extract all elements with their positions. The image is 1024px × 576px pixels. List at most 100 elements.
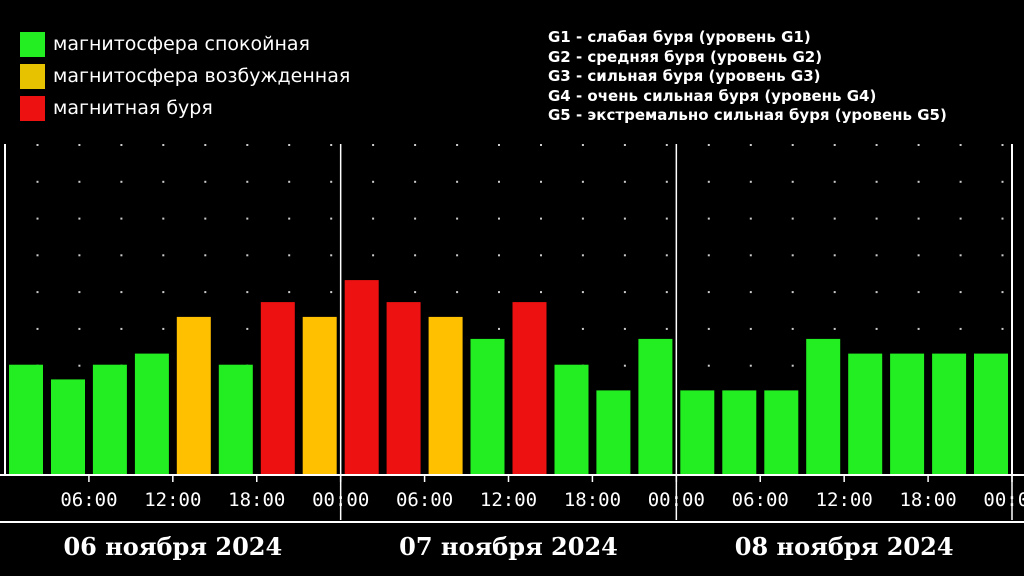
grid-dot (78, 364, 81, 367)
tick-label: 18:00 (564, 489, 621, 511)
grid-dot (204, 144, 207, 146)
grid-dot (288, 254, 291, 257)
date-label: 08 ноября 2024 (735, 532, 954, 561)
grid-dot (162, 291, 165, 294)
grid-dot (791, 291, 794, 294)
bar-red (386, 302, 421, 475)
grid-dot (791, 364, 794, 367)
grid-dot (540, 144, 542, 146)
legend-label-quiet: магнитосфера спокойная (53, 33, 310, 55)
grid-dot (833, 254, 836, 257)
grid-dot (581, 180, 584, 183)
grid-dot (120, 254, 123, 257)
grid-dot (959, 180, 962, 183)
grid-dot (1001, 254, 1004, 257)
grid-dot (749, 144, 752, 146)
legend-swatch-yellow (20, 63, 45, 89)
tick-label: 12:00 (144, 489, 201, 511)
grid-dot (917, 254, 920, 257)
grid-dot (120, 291, 123, 294)
tick-label: 18:00 (899, 489, 956, 511)
grid-dot (162, 254, 165, 257)
grid-dot (749, 180, 752, 183)
grid-dot (204, 180, 207, 183)
legend-label-excited: магнитосфера возбужденная (53, 65, 351, 87)
grid-dot (246, 217, 249, 220)
grid-dot (78, 254, 81, 257)
grid-dot (917, 291, 920, 294)
tick-label: 06:00 (732, 489, 789, 511)
grid-dot (581, 327, 584, 330)
grid-dot (833, 291, 836, 294)
grid-dot (665, 291, 668, 294)
legend-label-storm: магнитная буря (53, 97, 213, 119)
grid-dot (78, 327, 81, 330)
bar-green (722, 390, 757, 475)
grid-dot (959, 144, 962, 146)
date-label: 07 ноября 2024 (399, 532, 618, 561)
grid-dot (288, 180, 291, 183)
grid-dot (456, 254, 459, 257)
grid-dot (917, 144, 920, 146)
bar-red (344, 280, 379, 475)
grid-dot (330, 144, 333, 146)
grid-dot (372, 144, 375, 146)
grid-dot (623, 180, 626, 183)
grid-dot (707, 217, 710, 220)
bar-red (260, 302, 295, 475)
bar-green (806, 338, 841, 475)
grid-dot (78, 291, 81, 294)
grid-dot (414, 217, 417, 220)
grid-dot (833, 217, 836, 220)
bar-green (470, 338, 505, 475)
grid-dot (959, 254, 962, 257)
bar-green (218, 364, 253, 475)
grid-dot (791, 144, 794, 146)
tick-label: 06:00 (396, 489, 453, 511)
grid-dot (791, 217, 794, 220)
grid-dot (36, 144, 39, 146)
grid-dot (36, 180, 39, 183)
grid-dot (707, 291, 710, 294)
grid-dot (791, 254, 794, 257)
grid-dot (707, 144, 710, 146)
grid-dot (204, 217, 207, 220)
grid-dot (204, 291, 207, 294)
grid-dot (498, 327, 500, 330)
grid-dot (456, 180, 459, 183)
legend-g1: G1 - слабая буря (уровень G1) (548, 28, 811, 46)
grid-dot (749, 291, 752, 294)
grid-dot (1001, 180, 1004, 183)
grid-dot (623, 291, 626, 294)
legend-g5: G5 - экстремально сильная буря (уровень … (548, 106, 947, 124)
grid-dot (288, 144, 291, 146)
legend-g4: G4 - очень сильная буря (уровень G4) (548, 86, 877, 105)
grid-dot (120, 144, 123, 146)
grid-dot (791, 180, 794, 183)
grid-dot (581, 291, 584, 294)
grid-dot (623, 327, 626, 330)
bar-green (932, 353, 967, 475)
grid-dot (833, 180, 836, 183)
grid-dot (833, 327, 836, 330)
grid-dot (414, 180, 417, 183)
grid-dot (204, 254, 207, 257)
grid-dot (665, 254, 668, 257)
grid-dot (791, 327, 794, 330)
legend-g-scale: G1 - слабая буря (уровень G1) G2 - средн… (548, 28, 947, 126)
grid-dot (749, 254, 752, 257)
grid-dot (623, 254, 626, 257)
grid-dot (330, 254, 333, 257)
grid-dot (414, 291, 417, 294)
grid-dot (581, 144, 584, 146)
grid-dot (749, 217, 752, 220)
bar-green (9, 364, 43, 475)
grid-dot (875, 254, 878, 257)
grid-dot (36, 217, 39, 220)
grid-dot (162, 144, 165, 146)
tick-label: 06:00 (60, 489, 117, 511)
legend-swatch-red (20, 95, 45, 121)
grid-dot (372, 180, 375, 183)
grid-dot (162, 180, 165, 183)
